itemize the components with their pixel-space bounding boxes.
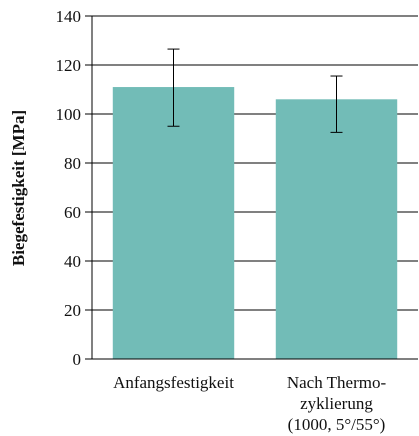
category-labels: Anfangsfestigkeit Nach Thermo-zyklierung (… <box>113 373 386 434</box>
y-axis-title: Biegefestigkeit [MPa] <box>9 110 28 266</box>
y-tick-label: 40 <box>64 252 81 271</box>
category-label-line: Nach Thermo- <box>287 373 387 392</box>
y-tick-label: 0 <box>73 350 82 369</box>
category-label-line: zyklierung <box>300 394 373 413</box>
y-tick-label: 140 <box>56 7 82 26</box>
category-label-2: Nach Thermo-zyklierung (1000, 5°/55°) <box>287 373 387 434</box>
y-ticks: 0 20 40 60 80 100 120 140 <box>56 7 92 369</box>
bars <box>112 87 398 360</box>
y-tick-label: 120 <box>56 56 82 75</box>
bar-2 <box>275 99 398 360</box>
y-tick-label: 60 <box>64 203 81 222</box>
y-tick-label: 20 <box>64 301 81 320</box>
category-label-line: Anfangsfestigkeit <box>113 373 234 392</box>
error-bar-1 <box>167 48 180 127</box>
y-tick-label: 100 <box>56 105 82 124</box>
bar-1 <box>112 87 235 360</box>
category-label-1: Anfangsfestigkeit <box>113 373 234 392</box>
error-bar-2 <box>330 75 343 133</box>
y-tick-label: 80 <box>64 154 81 173</box>
error-bars <box>167 48 343 133</box>
axes <box>91 16 418 360</box>
category-label-line: (1000, 5°/55°) <box>288 415 386 434</box>
